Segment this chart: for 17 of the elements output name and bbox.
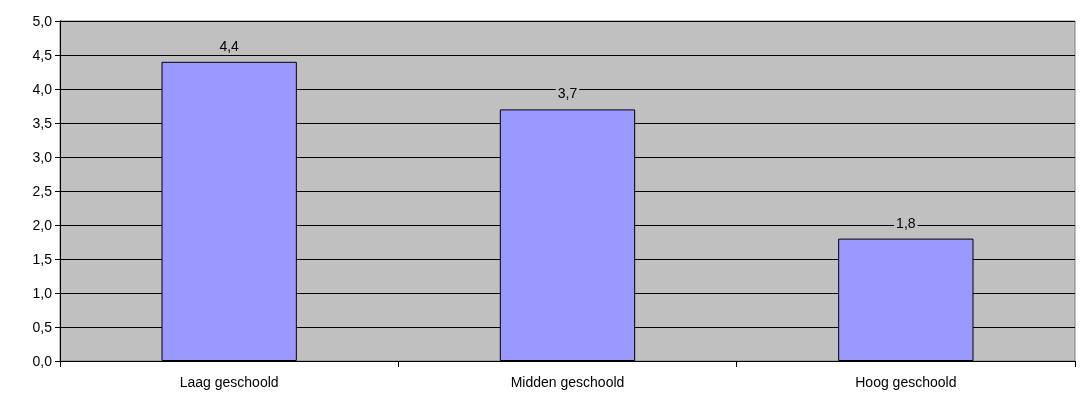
data-label: 3,7 [557,85,578,102]
y-tick-label: 0,0 [32,353,53,369]
x-tick-label: Hoog geschoold [855,374,957,390]
data-label: 1,8 [896,214,916,231]
y-tick-label: 3,0 [32,149,53,165]
y-tick-label: 2,0 [32,217,53,233]
y-tick-label: 1,0 [32,285,53,301]
y-tick-label: 2,5 [32,183,53,199]
y-tick-label: 0,5 [32,319,53,335]
x-tick-label: Laag geschoold [179,374,279,390]
x-tick-label: Midden geschoold [510,374,625,390]
y-tick-label: 5,0 [32,13,53,29]
y-tick-label: 4,5 [32,47,53,63]
y-tick-label: 3,5 [32,115,53,131]
data-label: 4,4 [219,37,240,54]
y-tick-label: 1,5 [32,251,53,267]
y-tick-label: 4,0 [32,81,53,97]
